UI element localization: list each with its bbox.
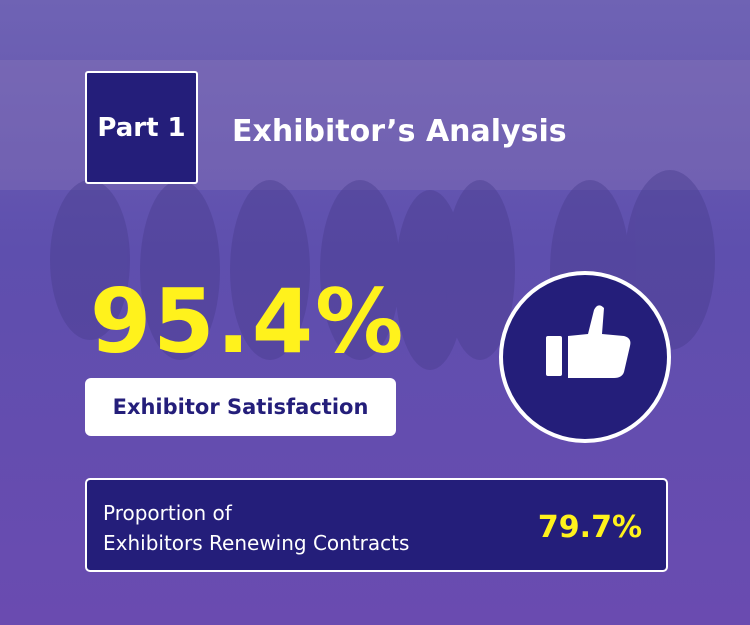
thumbs-up-icon: [499, 271, 671, 443]
satisfaction-label: Exhibitor Satisfaction: [85, 378, 396, 436]
renewal-box: Proportion of Exhibitors Renewing Contra…: [85, 478, 668, 572]
renewal-label-line: Exhibitors Renewing Contracts: [103, 531, 410, 555]
renewal-value: 79.7%: [537, 510, 642, 545]
part-badge: Part 1: [85, 71, 198, 184]
section-title: Exhibitor’s Analysis: [232, 114, 567, 149]
renewal-label: Proportion of Exhibitors Renewing Contra…: [103, 498, 409, 558]
renewal-label-line: Proportion of: [103, 501, 232, 525]
satisfaction-value: 95.4%: [90, 270, 406, 373]
